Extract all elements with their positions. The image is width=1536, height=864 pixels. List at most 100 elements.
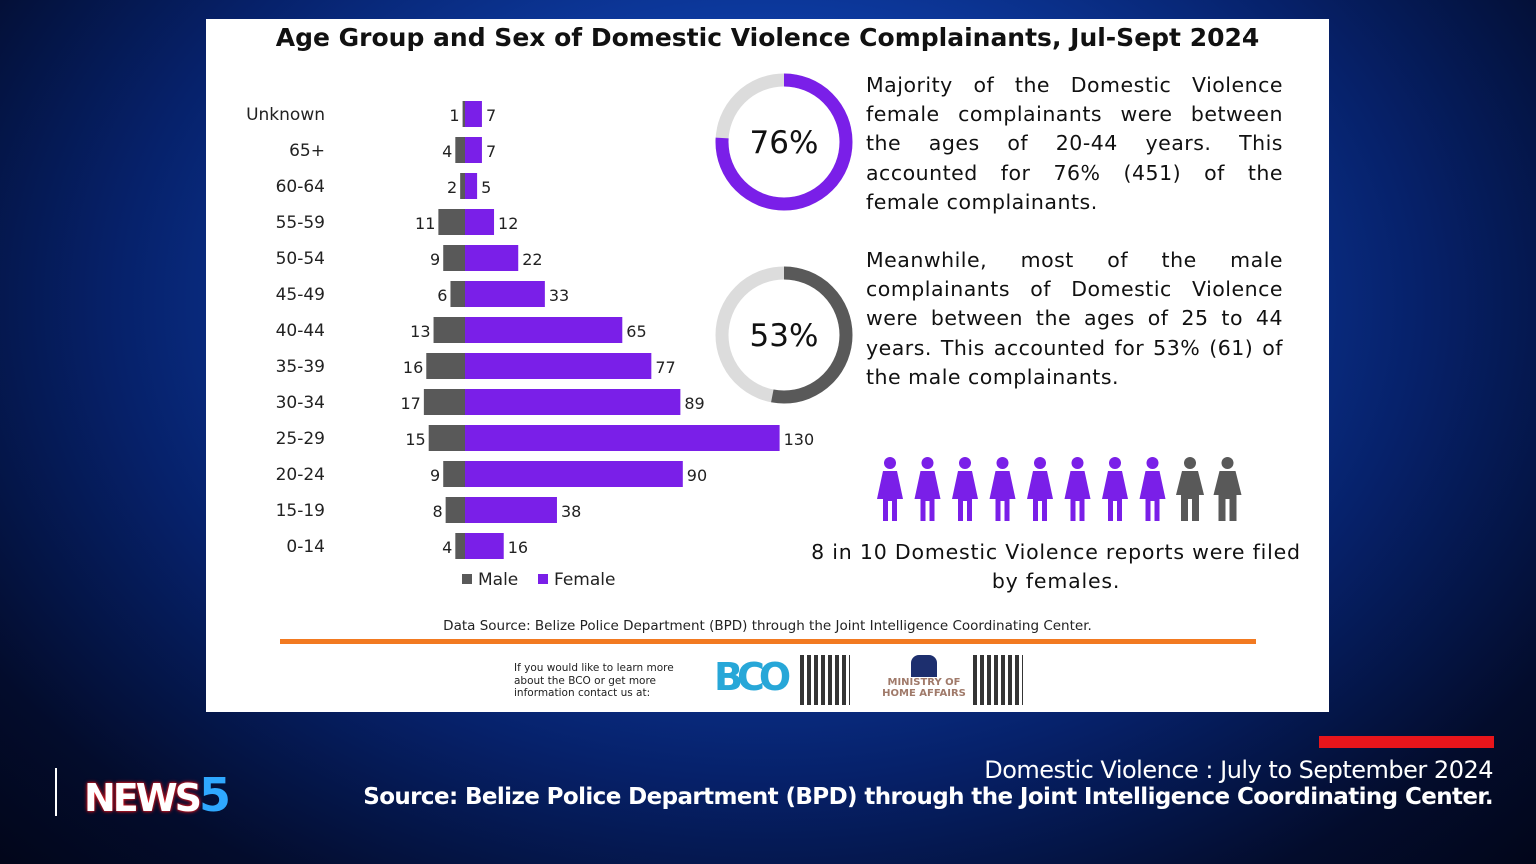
divider — [280, 639, 1256, 644]
female-value-label: 16 — [508, 538, 528, 557]
female-bar — [465, 317, 623, 343]
person-body — [1102, 471, 1128, 521]
female-person-icon — [914, 457, 941, 521]
category-label: 65+ — [289, 141, 325, 161]
female-ratio-note: 8 in 10 Domestic Violence reports were f… — [811, 540, 1301, 593]
contact-text: If you would like to learn more about th… — [514, 662, 674, 699]
infographic-panel: Age Group and Sex of Domestic Violence C… — [206, 19, 1329, 712]
ministry-logo: MINISTRY OF HOME AFFAIRS — [878, 655, 970, 699]
male-bar — [455, 137, 465, 163]
person-body — [1064, 471, 1091, 521]
female-value-label: 38 — [561, 502, 581, 521]
ticker-headline: Domestic Violence : July to September 20… — [984, 756, 1493, 784]
category-label: 60-64 — [276, 177, 325, 197]
person-body — [914, 471, 941, 521]
male-value-label: 15 — [405, 430, 425, 449]
person-head — [884, 457, 896, 469]
female-value-label: 22 — [522, 250, 542, 269]
person-head — [921, 457, 934, 469]
category-label: 25-29 — [276, 429, 325, 449]
female-value-label: 90 — [687, 466, 707, 485]
female-bar — [465, 533, 504, 559]
male-value-label: 4 — [442, 538, 452, 557]
male-bar — [423, 389, 465, 415]
person-body — [952, 471, 978, 521]
people-icons — [877, 457, 1242, 521]
male-person-icon — [1176, 457, 1204, 521]
female-bar — [465, 101, 482, 127]
donut-charts: 76% 53% — [715, 73, 853, 404]
person-body — [1213, 471, 1242, 521]
male-value-label: 8 — [432, 502, 442, 521]
male-bar — [450, 281, 465, 307]
category-label: 40-44 — [276, 321, 325, 341]
lower-third: Domestic Violence : July to September 20… — [363, 756, 1493, 810]
person-head — [1109, 457, 1121, 469]
donut-label: 76% — [750, 125, 819, 161]
female-person-icon — [1139, 457, 1166, 521]
male-bar — [443, 461, 465, 487]
person-head — [1184, 457, 1196, 469]
female-person-icon — [989, 457, 1016, 521]
female-value-label: 89 — [684, 394, 704, 413]
male-summary-text: Meanwhile, most of the male complainants… — [866, 248, 1283, 389]
female-value-label: 7 — [486, 142, 496, 161]
female-bar — [465, 425, 780, 451]
category-label: 30-34 — [276, 393, 325, 413]
ministry-qr-code[interactable] — [973, 655, 1023, 705]
male-value-label: 9 — [430, 466, 440, 485]
male-value-label: 16 — [403, 358, 423, 377]
female-person-icon — [1064, 457, 1091, 521]
legend-male-swatch — [462, 574, 472, 584]
category-label: Unknown — [246, 105, 325, 125]
male-bar — [462, 101, 465, 127]
category-label: 55-59 — [276, 213, 325, 233]
female-bar — [465, 245, 519, 271]
ticker-accent-bar — [1319, 736, 1494, 748]
bco-qr-code[interactable] — [800, 655, 850, 705]
male-bar — [426, 353, 465, 379]
male-bar — [455, 533, 465, 559]
person-head — [1034, 457, 1046, 469]
female-value-label: 65 — [626, 322, 646, 341]
legend-female-swatch — [538, 574, 548, 584]
male-value-label: 2 — [447, 178, 457, 197]
female-bar — [465, 209, 495, 235]
female-bar — [465, 497, 557, 523]
male-value-label: 4 — [442, 142, 452, 161]
female-person-icon — [1027, 457, 1053, 521]
female-bar — [465, 173, 478, 199]
person-body — [1176, 471, 1204, 521]
logo-divider — [55, 768, 57, 816]
female-person-icon — [1102, 457, 1128, 521]
person-head — [1221, 457, 1234, 469]
bco-logo: BCO — [714, 655, 791, 699]
female-person-icon — [952, 457, 978, 521]
person-head — [1071, 457, 1084, 469]
category-label: 35-39 — [276, 357, 325, 377]
female-value-label: 5 — [481, 178, 491, 197]
male-value-label: 11 — [415, 214, 435, 233]
news5-logo: NEWS5 — [84, 768, 231, 822]
male-value-label: 17 — [401, 394, 421, 413]
male-bar — [438, 209, 465, 235]
category-label: 0-14 — [286, 537, 325, 557]
male-person-icon — [1213, 457, 1242, 521]
data-source: Data Source: Belize Police Department (B… — [443, 618, 1092, 634]
female-person-icon — [877, 457, 903, 521]
ticker-source: Source: Belize Police Department (BPD) t… — [363, 784, 1493, 810]
person-head — [1146, 457, 1159, 469]
person-body — [1139, 471, 1166, 521]
female-summary-text: Majority of the Domestic Violence female… — [866, 73, 1283, 214]
legend-male-label: Male — [478, 570, 518, 590]
donut-label: 53% — [750, 318, 819, 354]
category-label: 20-24 — [276, 465, 325, 485]
female-bar — [465, 389, 681, 415]
category-label: 50-54 — [276, 249, 325, 269]
male-bar — [433, 317, 465, 343]
male-bar — [443, 245, 465, 271]
male-value-label: 6 — [437, 286, 447, 305]
female-bar — [465, 281, 545, 307]
category-label: 45-49 — [276, 285, 325, 305]
male-bar — [460, 173, 465, 199]
